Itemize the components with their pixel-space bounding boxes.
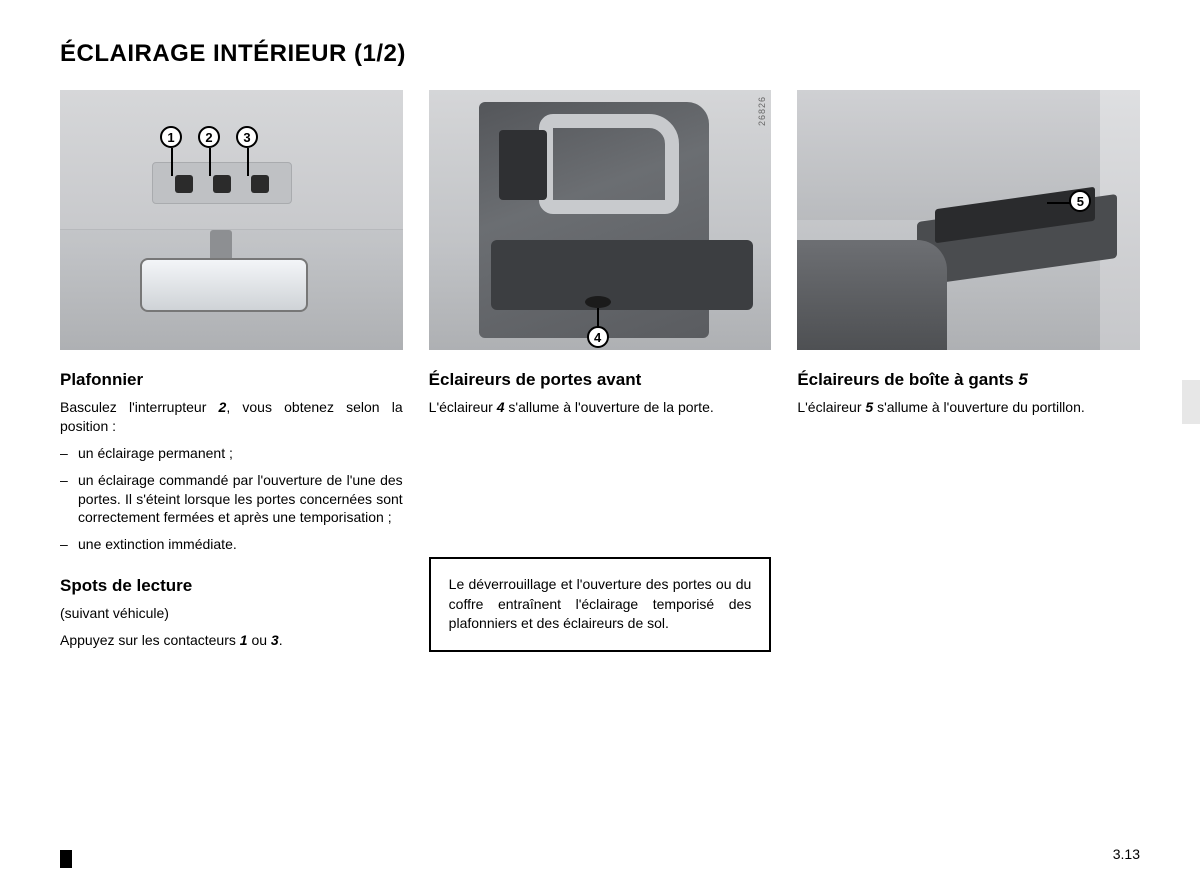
text: s'allume à l'ouverture du portillon. <box>873 399 1085 415</box>
list-item: une extinction immédiate. <box>60 535 403 554</box>
text: s'allume à l'ouverture de la porte. <box>505 399 714 415</box>
text: Basculez l'interrupteur <box>60 399 219 415</box>
content-columns: 26815 1 2 3 Plafonnier Basculez l'interr… <box>60 90 1140 658</box>
callout-2: 2 <box>198 126 220 148</box>
heading-glovebox-lights: Éclaireurs de boîte à gants 5 <box>797 370 1140 390</box>
callout-3: 3 <box>236 126 258 148</box>
ref-number: 1 <box>240 632 248 648</box>
text: Appuyez sur les contacteurs <box>60 632 240 648</box>
leader-line <box>247 148 249 176</box>
paragraph: (suivant véhicule) <box>60 604 403 623</box>
leader-line <box>171 148 173 176</box>
callout-4: 4 <box>587 326 609 348</box>
list-item: un éclairage commandé par l'ouverture de… <box>60 471 403 528</box>
corner-mark <box>60 850 72 868</box>
page-title: ÉCLAIRAGE INTÉRIEUR (1/2) <box>60 40 1140 68</box>
console-button-graphic <box>175 175 193 193</box>
heading-spots: Spots de lecture <box>60 576 403 596</box>
ref-number: 5 <box>1018 370 1027 389</box>
console-graphic <box>152 162 292 204</box>
mirror-graphic <box>140 258 308 312</box>
callout-1: 1 <box>160 126 182 148</box>
text: Éclaireurs de boîte à gants <box>797 370 1018 389</box>
side-tab <box>1182 380 1200 424</box>
paragraph: L'éclaireur 4 s'allume à l'ouverture de … <box>429 398 772 417</box>
leader-line <box>209 148 211 176</box>
column-3: 26775 5 Éclaireurs de boîte à gants 5 L'… <box>797 90 1140 658</box>
text: L'éclaireur <box>797 399 865 415</box>
heading-plafonnier: Plafonnier <box>60 370 403 390</box>
door-pocket-graphic <box>491 240 754 310</box>
leader-line <box>1047 202 1071 204</box>
heading-door-lights: Éclaireurs de portes avant <box>429 370 772 390</box>
text: L'éclaireur <box>429 399 497 415</box>
seat-graphic <box>797 240 947 350</box>
figure-door-light: 26826 4 <box>429 90 772 350</box>
paragraph: L'éclaireur 5 s'allume à l'ouverture du … <box>797 398 1140 417</box>
text: . <box>279 632 283 648</box>
figure-glovebox-light: 26775 5 <box>797 90 1140 350</box>
column-2: 26826 4 Éclaireurs de portes avant L'écl… <box>429 90 772 658</box>
door-light-graphic <box>585 296 611 308</box>
door-panel-graphic <box>499 130 547 200</box>
paragraph: Appuyez sur les contacteurs 1 ou 3. <box>60 631 403 650</box>
figure-id: 26826 <box>757 96 767 126</box>
spacer <box>429 425 772 557</box>
ceiling-graphic <box>60 90 403 230</box>
ref-number: 4 <box>497 399 505 415</box>
text: ou <box>248 632 271 648</box>
column-1: 26815 1 2 3 Plafonnier Basculez l'interr… <box>60 90 403 658</box>
page-number: 3.13 <box>1113 846 1140 862</box>
console-button-graphic <box>213 175 231 193</box>
note-box: Le déverrouillage et l'ouverture des por… <box>429 557 772 652</box>
console-button-graphic <box>251 175 269 193</box>
paragraph: Basculez l'interrupteur 2, vous obtenez … <box>60 398 403 436</box>
door-handle-graphic <box>539 114 679 214</box>
figure-ceiling-light: 26815 1 2 3 <box>60 90 403 350</box>
ref-number: 3 <box>271 632 279 648</box>
bullet-list: un éclairage permanent ; un éclairage co… <box>60 444 403 562</box>
leader-line <box>597 308 599 328</box>
list-item: un éclairage permanent ; <box>60 444 403 463</box>
